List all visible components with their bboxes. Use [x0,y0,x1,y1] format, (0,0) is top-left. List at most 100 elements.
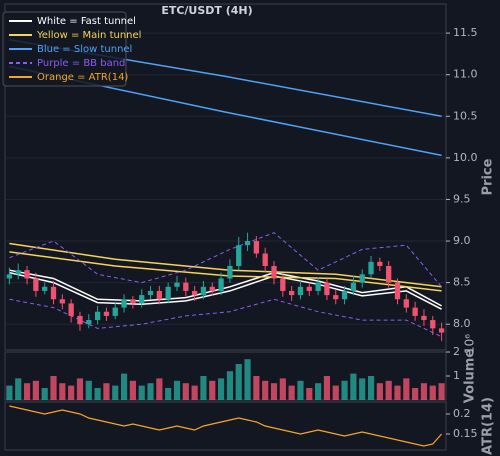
candle-body [174,282,180,287]
y-tick-label: 0.15 [453,427,478,440]
candle-body [244,241,251,246]
indicator-line [9,269,442,307]
y-tick-label: 1 [453,369,460,382]
y-tick-label: 11.5 [453,26,478,39]
volume-bar [394,385,401,400]
y-tick-label: 8.5 [453,276,471,289]
candle-body [50,286,57,300]
candle-body [271,265,277,279]
candle-body [412,307,418,316]
candle-body [368,261,374,275]
candle-body [394,282,401,300]
volume-bar [438,383,445,400]
candle-body [377,261,383,266]
legend-label: Purple = BB band [37,58,125,69]
offset-label: 10⁶ [463,334,477,354]
candle-body [77,315,83,325]
volume-bar [165,388,172,400]
volume-bar [332,385,339,400]
legend-label: Blue = Slow tunnel [37,44,132,55]
candle-body [59,299,65,304]
volume-bar [76,378,84,400]
legend: White = Fast tunnel Yellow = Main tunnel B… [2,11,141,87]
candle-body [306,286,312,291]
volume-bar [341,380,348,400]
candle-body [183,282,189,291]
candle-body [6,274,13,279]
y-axis-title: ATR(14) [481,397,496,455]
volume-bar [385,380,392,400]
volume-bar [112,385,119,400]
chart-title: ETC/USDT (4H) [161,4,252,17]
candle-body [438,328,445,333]
y-tick-label: 8.0 [453,317,471,330]
candle-body [421,315,427,321]
volume-bar [6,385,13,400]
candle-body [139,295,145,304]
y-tick-label: 9.0 [453,234,471,247]
volume-bar [209,380,216,400]
legend-label: Orange = ATR(14) [37,72,128,83]
volume-bar [376,383,383,400]
volume-bar [315,383,322,400]
volume-bar [147,383,154,400]
candle-body [333,295,339,300]
candle-body [103,311,110,316]
candle-body [112,307,118,316]
volume-bar [306,388,313,400]
candle-body [156,290,162,300]
candle-body [324,282,330,296]
indicator-line [9,271,442,310]
volume-bar [288,385,295,400]
volume-bar [138,385,145,400]
volume-bar [182,383,189,400]
volume-bar [262,380,269,400]
volume-bar [94,388,101,400]
volume-bar [420,383,428,400]
volume-bar [15,378,22,400]
volume-bar [156,378,163,400]
volume-bar [244,359,251,400]
panel-frame [4,3,447,351]
candle-body [165,286,171,300]
volume-bar [235,364,242,400]
panel-frame [4,401,447,451]
volume-bar [103,383,110,400]
y-axis-title: Price [481,158,496,195]
candle-body [94,311,101,321]
volume-bar [429,385,436,400]
candle-body [42,286,48,291]
candle-body [209,286,215,291]
candle-body [297,286,304,296]
candle-body [253,241,260,254]
candle-body [386,265,392,283]
candle-body [200,286,207,296]
y-tick-label: 10.5 [453,109,478,122]
volume-bar [367,376,375,400]
volume-bar [226,371,233,400]
volume-bar [412,388,419,400]
volume-bar [23,383,31,400]
candle-body [430,320,436,329]
y-axis-title: Volume [463,349,478,404]
candle-body [15,270,21,275]
candle-body [262,253,268,266]
volume-bar [85,380,92,400]
candle-body [280,278,286,291]
volume-bar [129,380,136,400]
volume-bar [359,378,366,400]
candle-body [218,278,224,291]
legend-box [2,11,127,87]
volume-bar [350,373,357,400]
atr-line [9,405,443,447]
candle-body [33,278,39,291]
volume-bar [191,385,198,400]
candle-body [191,290,198,296]
candle-body [341,290,348,300]
indicator-line [9,232,442,288]
volume-bar [50,376,57,400]
volume-bar [32,380,39,400]
volume-bar [59,383,66,400]
